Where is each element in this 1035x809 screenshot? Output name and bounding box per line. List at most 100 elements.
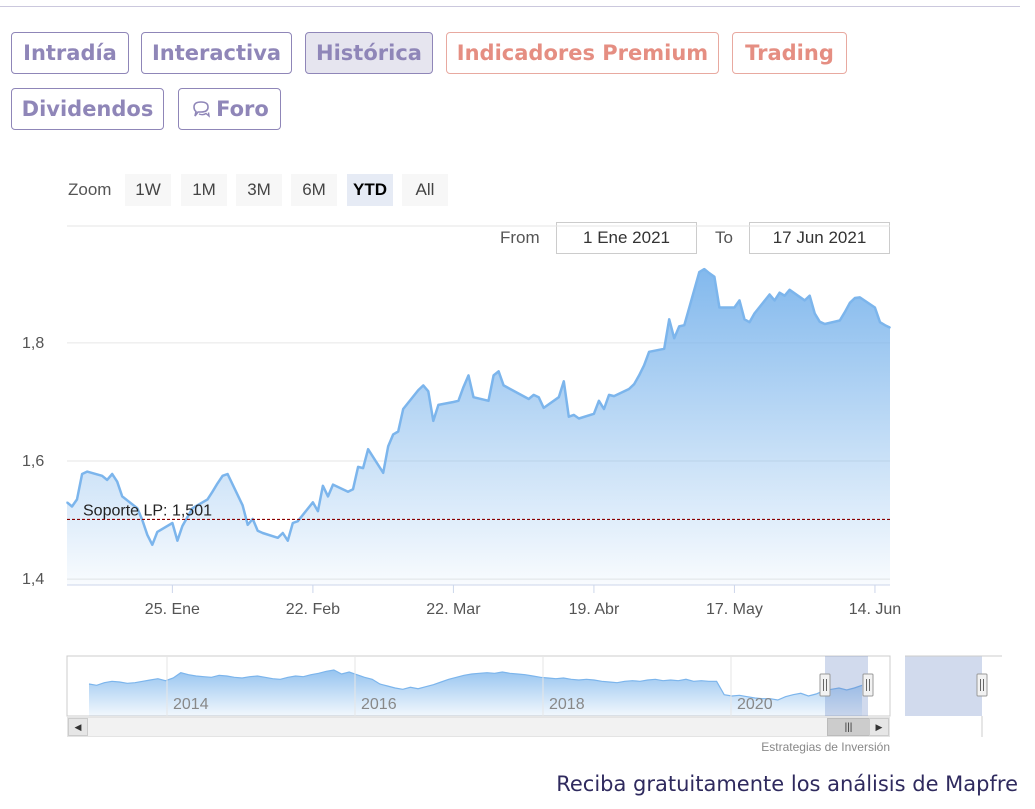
price-point — [256, 529, 259, 532]
zoom-6m-button[interactable]: 6M — [291, 174, 337, 206]
price-point — [783, 294, 786, 297]
navigator-year-label: 2014 — [173, 696, 209, 713]
price-point — [111, 473, 113, 475]
price-point — [889, 326, 891, 329]
price-line — [66, 267, 891, 547]
tab-foro[interactable]: Foro — [178, 88, 281, 130]
tab-dividendos[interactable]: Dividendos — [11, 88, 164, 130]
y-tick-label: 1,4 — [22, 571, 44, 588]
price-point — [808, 294, 811, 297]
price-point — [327, 495, 329, 498]
to-date-input[interactable]: 17 Jun 2021 — [749, 222, 890, 254]
zoom-all-button[interactable]: All — [402, 174, 448, 206]
tab-indicadores-premium[interactable]: Indicadores Premium — [446, 32, 719, 74]
price-point — [312, 501, 314, 504]
price-point — [357, 466, 359, 468]
price-point — [773, 299, 776, 302]
x-tick-label: 19. Abr — [569, 601, 620, 618]
price-point — [603, 408, 605, 410]
price-point — [277, 537, 279, 539]
scroll-left-button[interactable]: ◀ — [68, 718, 88, 736]
price-point — [317, 510, 319, 512]
tab-foro-label: Foro — [216, 97, 269, 121]
zoom-ytd-button[interactable]: YTD — [347, 174, 393, 206]
price-area — [67, 269, 890, 585]
price-point — [698, 271, 701, 273]
price-point — [678, 325, 680, 328]
navigator-handle — [862, 673, 874, 697]
scroll-right-button[interactable]: ▶ — [869, 718, 889, 736]
price-point — [181, 525, 184, 527]
navigator-handle — [976, 673, 988, 697]
price-point — [136, 507, 139, 510]
price-point — [81, 473, 83, 475]
tab-historica[interactable]: Histórica — [305, 32, 433, 74]
price-point — [457, 400, 460, 402]
top-divider — [0, 6, 1020, 7]
price-point — [367, 448, 369, 451]
price-point — [497, 370, 500, 373]
zoom-1m-button[interactable]: 1M — [181, 174, 227, 206]
price-point — [241, 504, 244, 507]
price-point — [874, 306, 876, 309]
tab-interactiva[interactable]: Interactiva — [141, 32, 292, 74]
price-point — [683, 324, 686, 327]
price-point — [638, 374, 640, 377]
price-point — [417, 389, 420, 391]
from-label: From — [500, 228, 540, 247]
price-point — [573, 414, 575, 416]
x-tick-label: 22. Mar — [426, 601, 481, 618]
price-point — [467, 374, 470, 377]
chart-credit[interactable]: Estrategias de Inversión — [761, 740, 890, 754]
price-point — [282, 532, 284, 534]
price-point — [246, 524, 249, 526]
price-point — [502, 384, 505, 387]
price-point — [487, 400, 490, 402]
price-point — [216, 482, 219, 485]
price-point — [643, 364, 645, 367]
price-point — [633, 383, 635, 386]
price-point — [472, 396, 475, 399]
price-point — [558, 396, 560, 399]
price-point — [768, 293, 771, 296]
price-point — [668, 318, 670, 321]
x-tick-label: 14. Jun — [849, 601, 901, 618]
navigator-year-label: 2016 — [361, 696, 397, 713]
price-point — [859, 296, 861, 299]
price-point — [382, 472, 385, 474]
tab-trading[interactable]: Trading — [732, 32, 847, 74]
price-point — [608, 394, 610, 396]
price-point — [261, 532, 264, 534]
price-point — [76, 498, 78, 501]
price-point — [101, 475, 103, 477]
price-point — [844, 311, 846, 314]
price-point — [713, 276, 716, 278]
price-point — [753, 312, 756, 315]
navigator-scrollbar[interactable]: ◀ ||| ▶ — [67, 717, 890, 737]
tab-intradia[interactable]: Intradía — [11, 32, 129, 74]
price-point — [849, 302, 851, 304]
price-point — [116, 480, 118, 483]
zoom-3m-button[interactable]: 3M — [236, 174, 282, 206]
price-point — [156, 531, 159, 533]
zoom-label: Zoom — [68, 180, 112, 199]
from-date-input[interactable]: 1 Ene 2021 — [556, 222, 697, 254]
price-point — [703, 268, 706, 270]
price-point — [452, 401, 455, 403]
price-point — [332, 483, 334, 486]
price-point — [879, 321, 881, 324]
price-point — [778, 291, 781, 294]
price-point — [427, 390, 430, 393]
price-point — [402, 408, 405, 410]
zoom-1w-button[interactable]: 1W — [125, 174, 171, 206]
price-point — [648, 351, 650, 353]
scrollbar-thumb[interactable]: ||| — [827, 718, 870, 736]
x-tick-label: 25. Ene — [145, 601, 200, 618]
price-point — [818, 320, 821, 323]
promo-banner[interactable]: Reciba gratuitamente los análisis de Map… — [556, 772, 1018, 796]
price-point — [141, 519, 144, 521]
price-point — [884, 324, 886, 327]
price-point — [598, 400, 600, 402]
x-tick-label: 22. Feb — [286, 601, 340, 618]
price-point — [803, 299, 806, 302]
